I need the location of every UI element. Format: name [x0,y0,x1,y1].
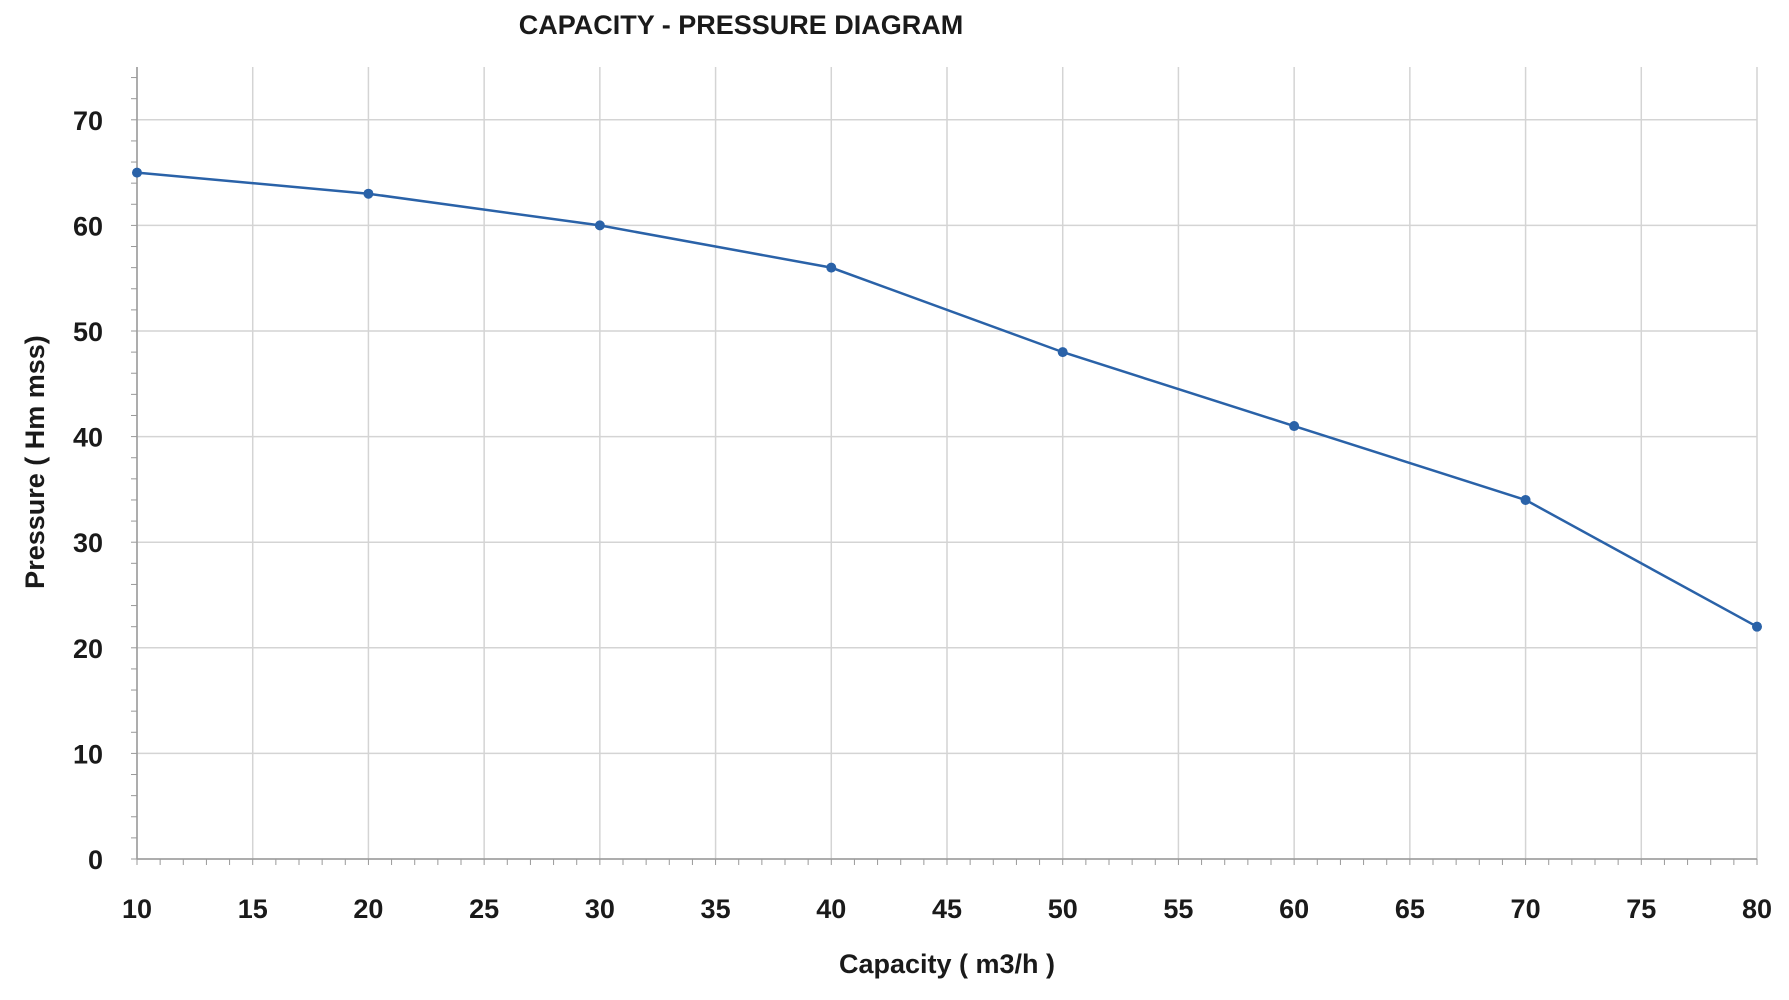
data-point [1520,494,1531,505]
x-tick-label: 10 [122,894,152,924]
data-point [826,262,837,273]
data-point [594,220,605,231]
x-tick-label: 50 [1048,894,1078,924]
data-point [1057,347,1068,358]
x-tick-label: 20 [353,894,383,924]
x-tick-label: 70 [1511,894,1541,924]
x-tick-label: 15 [238,894,268,924]
data-point [363,188,374,199]
data-point [1752,621,1762,632]
data-point [1289,421,1300,432]
grid [136,67,1758,860]
x-tick-label: 35 [701,894,731,924]
y-tick-label: 50 [73,317,103,347]
x-tick-label: 75 [1626,894,1656,924]
y-tick-label: 30 [73,528,103,558]
x-tick-label: 45 [932,894,962,924]
x-axis-label: Capacity ( m3/h ) [839,949,1055,979]
series-line [136,171,1758,628]
y-tick-label: 40 [73,423,103,453]
x-tick-label: 25 [469,894,499,924]
y-tick-label: 0 [88,845,103,875]
series [132,167,1762,632]
y-tick-label: 10 [73,739,103,769]
x-tick-label: 60 [1279,894,1309,924]
y-tick-label: 60 [73,211,103,241]
y-tick-label: 20 [73,634,103,664]
x-tick-label: 80 [1742,894,1772,924]
y-axis-label: Pressure ( Hm mss) [20,335,50,589]
chart-title: CAPACITY - PRESSURE DIAGRAM [519,10,964,40]
x-tick-label: 30 [585,894,615,924]
data-point [132,167,142,178]
x-tick-label: 40 [816,894,846,924]
axis-ticks: 10 15 20 25 30 35 40 45 50 55 60 65 70 75 80 0 10 20 30 40 5… [73,67,1772,924]
x-tick-label: 65 [1395,894,1425,924]
x-tick-label: 55 [1163,894,1193,924]
y-tick-label: 70 [73,106,103,136]
